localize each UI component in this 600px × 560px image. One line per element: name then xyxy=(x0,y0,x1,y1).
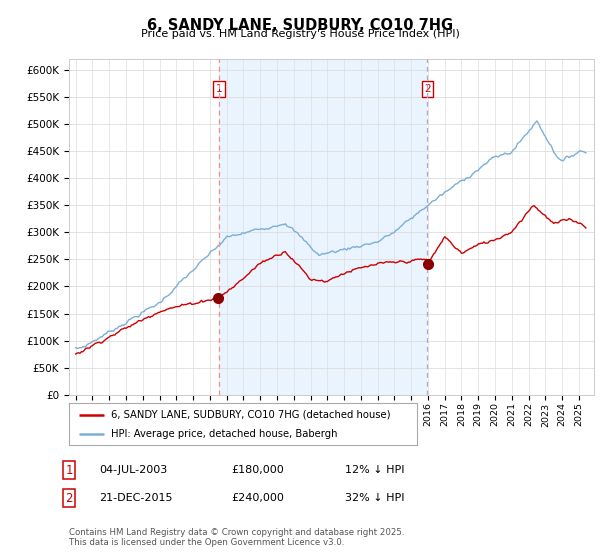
Text: 6, SANDY LANE, SUDBURY, CO10 7HG (detached house): 6, SANDY LANE, SUDBURY, CO10 7HG (detach… xyxy=(111,409,390,419)
Text: 21-DEC-2015: 21-DEC-2015 xyxy=(99,493,173,503)
Text: £180,000: £180,000 xyxy=(231,465,284,475)
Text: 04-JUL-2003: 04-JUL-2003 xyxy=(99,465,167,475)
Text: 1: 1 xyxy=(215,84,222,94)
Text: 32% ↓ HPI: 32% ↓ HPI xyxy=(345,493,404,503)
Text: Contains HM Land Registry data © Crown copyright and database right 2025.
This d: Contains HM Land Registry data © Crown c… xyxy=(69,528,404,547)
Text: 1: 1 xyxy=(65,464,73,477)
Text: 12% ↓ HPI: 12% ↓ HPI xyxy=(345,465,404,475)
Text: Price paid vs. HM Land Registry's House Price Index (HPI): Price paid vs. HM Land Registry's House … xyxy=(140,29,460,39)
Bar xyxy=(219,59,427,395)
Text: £240,000: £240,000 xyxy=(231,493,284,503)
Text: 2: 2 xyxy=(65,492,73,505)
Text: HPI: Average price, detached house, Babergh: HPI: Average price, detached house, Babe… xyxy=(111,429,337,439)
Text: 6, SANDY LANE, SUDBURY, CO10 7HG: 6, SANDY LANE, SUDBURY, CO10 7HG xyxy=(147,18,453,33)
Text: 2: 2 xyxy=(424,84,431,94)
